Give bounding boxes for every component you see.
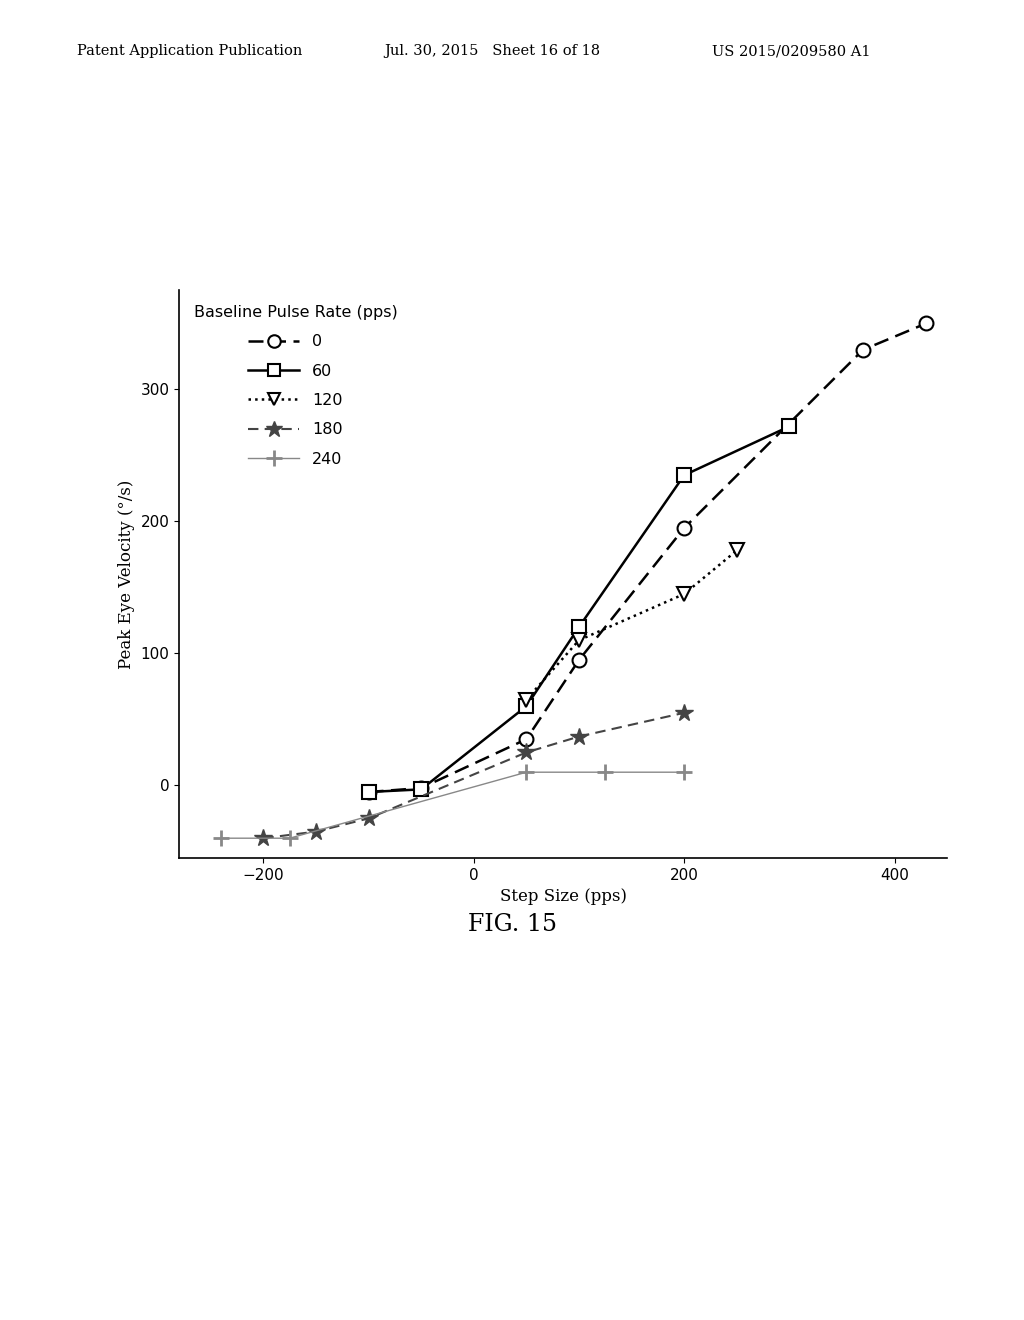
180 <box>572 729 585 744</box>
120 <box>678 586 690 602</box>
0 <box>362 784 375 800</box>
Legend: 0, 60, 120, 180, 240: 0, 60, 120, 180, 240 <box>187 298 403 473</box>
180 <box>310 824 323 840</box>
120 <box>731 543 743 558</box>
Text: FIG. 15: FIG. 15 <box>468 912 556 936</box>
60 <box>783 418 796 434</box>
180 <box>520 744 532 760</box>
0 <box>520 731 532 747</box>
120 <box>520 692 532 708</box>
180 <box>678 705 690 721</box>
60 <box>362 784 375 800</box>
Text: Patent Application Publication: Patent Application Publication <box>77 45 302 58</box>
Text: Jul. 30, 2015   Sheet 16 of 18: Jul. 30, 2015 Sheet 16 of 18 <box>384 45 600 58</box>
0 <box>415 780 427 796</box>
0 <box>678 520 690 536</box>
180 <box>362 810 375 826</box>
0 <box>857 342 869 358</box>
240 <box>599 764 611 780</box>
60 <box>520 698 532 714</box>
60 <box>678 467 690 483</box>
0 <box>920 315 932 331</box>
240 <box>678 764 690 780</box>
60 <box>572 619 585 635</box>
120 <box>572 632 585 648</box>
Line: 60: 60 <box>361 420 797 799</box>
Line: 120: 120 <box>519 544 743 706</box>
60 <box>415 781 427 797</box>
Line: 180: 180 <box>254 704 693 847</box>
0 <box>572 652 585 668</box>
240 <box>284 830 296 846</box>
Text: US 2015/0209580 A1: US 2015/0209580 A1 <box>712 45 870 58</box>
Line: 240: 240 <box>214 764 692 846</box>
Y-axis label: Peak Eye Velocity (°/s): Peak Eye Velocity (°/s) <box>118 479 135 669</box>
240 <box>215 830 227 846</box>
X-axis label: Step Size (pps): Step Size (pps) <box>500 888 627 906</box>
180 <box>257 830 269 846</box>
Line: 0: 0 <box>361 317 933 799</box>
240 <box>520 764 532 780</box>
